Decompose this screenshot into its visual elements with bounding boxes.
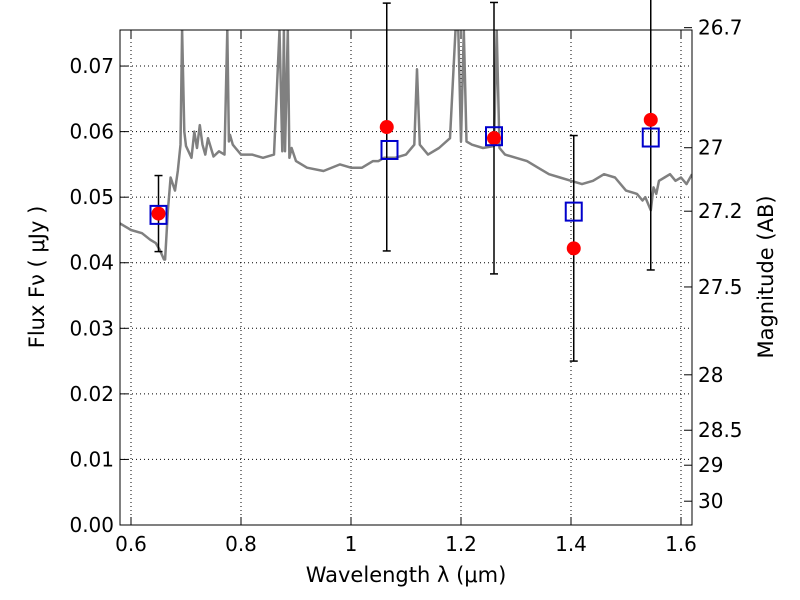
magnitude-tick-label: 26.7 [698, 16, 743, 40]
observed-point [487, 131, 501, 146]
y-tick-label: 0.01 [69, 447, 114, 471]
model-point [564, 201, 583, 222]
y-tick-label: 0.03 [69, 316, 114, 340]
x-tick-label: 1.4 [555, 532, 587, 556]
model-point [641, 127, 660, 148]
observed-points [151, 112, 658, 256]
grid-lines [120, 30, 692, 526]
model-points [149, 126, 660, 225]
x-tick-labels: 0.6 0.8 1 1.2 1.4 1.6 [115, 532, 697, 556]
x-tick-label: 0.8 [225, 532, 257, 556]
model-point [380, 139, 399, 160]
observed-point [379, 120, 394, 135]
y-tick-label: 0.02 [69, 382, 114, 406]
y-axis-title: Flux Fν ( μJy ) [25, 206, 49, 349]
x-axis-title: Wavelength λ (μm) [306, 563, 507, 587]
y-tick-labels: 0.00 0.01 0.02 0.03 0.04 0.05 0.06 0.07 [69, 54, 114, 537]
x-tick-label: 1 [345, 532, 358, 556]
magnitude-tick-label: 27.2 [698, 199, 743, 223]
spectrum-line [120, 30, 692, 261]
y2-axis-title: Magnitude (AB) [754, 195, 778, 358]
y-tick-label: 0.05 [69, 185, 114, 209]
observed-point [643, 112, 658, 127]
magnitude-tick-label: 27.5 [698, 275, 743, 299]
y-tick-label: 0.00 [69, 513, 114, 537]
magnitude-tick-labels: 26.7 27 27.2 27.5 28 28.5 29 30 [698, 16, 743, 514]
model-point [149, 204, 168, 225]
error-bars [154, 0, 655, 362]
magnitude-tick-label: 27 [698, 136, 723, 160]
observed-point [566, 241, 581, 256]
axis-ticks [120, 27, 692, 526]
plot-frame [119, 29, 693, 526]
magnitude-tick-label: 28 [698, 363, 723, 387]
x-tick-label: 0.6 [115, 532, 147, 556]
model-point [485, 126, 503, 147]
magnitude-tick-label: 29 [698, 453, 723, 477]
y-tick-label: 0.06 [69, 120, 114, 144]
spectrum-series [120, 30, 692, 261]
y-tick-label: 0.07 [69, 54, 114, 78]
x-tick-label: 1.6 [665, 532, 697, 556]
y-tick-label: 0.04 [69, 251, 114, 275]
magnitude-tick-label: 30 [698, 489, 723, 513]
observed-point [151, 206, 166, 221]
x-tick-label: 1.2 [445, 532, 477, 556]
magnitude-tick-label: 28.5 [698, 418, 743, 442]
